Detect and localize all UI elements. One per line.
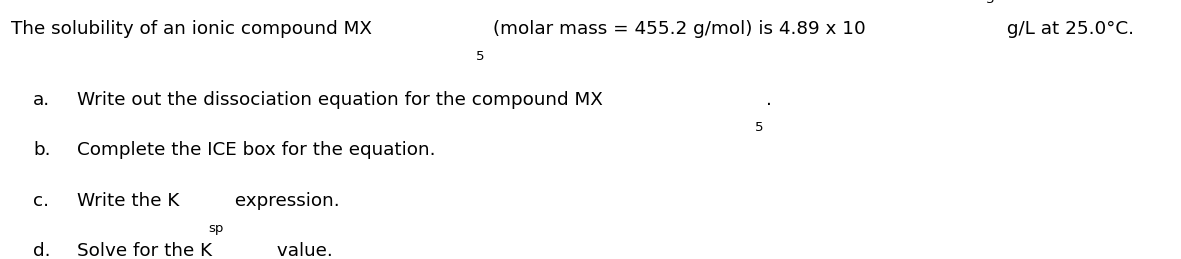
Text: g/L at 25.0°C.: g/L at 25.0°C. — [1001, 20, 1135, 38]
Text: sp: sp — [209, 222, 224, 235]
Text: Solve for the K: Solve for the K — [77, 242, 211, 259]
Text: expression.: expression. — [229, 192, 339, 210]
Text: Complete the ICE box for the equation.: Complete the ICE box for the equation. — [77, 141, 436, 159]
Text: The solubility of an ionic compound MX: The solubility of an ionic compound MX — [11, 20, 372, 38]
Text: 5: 5 — [756, 121, 764, 134]
Text: a.: a. — [33, 91, 51, 109]
Text: −5: −5 — [977, 0, 996, 6]
Text: .: . — [766, 91, 772, 109]
Text: Write out the dissociation equation for the compound MX: Write out the dissociation equation for … — [77, 91, 602, 109]
Text: b.: b. — [33, 141, 51, 159]
Text: Write the K: Write the K — [77, 192, 180, 210]
Text: c.: c. — [33, 192, 50, 210]
Text: d.: d. — [33, 242, 51, 259]
Text: value.: value. — [270, 242, 333, 259]
Text: (molar mass = 455.2 g/mol) is 4.89 x 10: (molar mass = 455.2 g/mol) is 4.89 x 10 — [488, 20, 866, 38]
Text: 5: 5 — [476, 49, 485, 63]
